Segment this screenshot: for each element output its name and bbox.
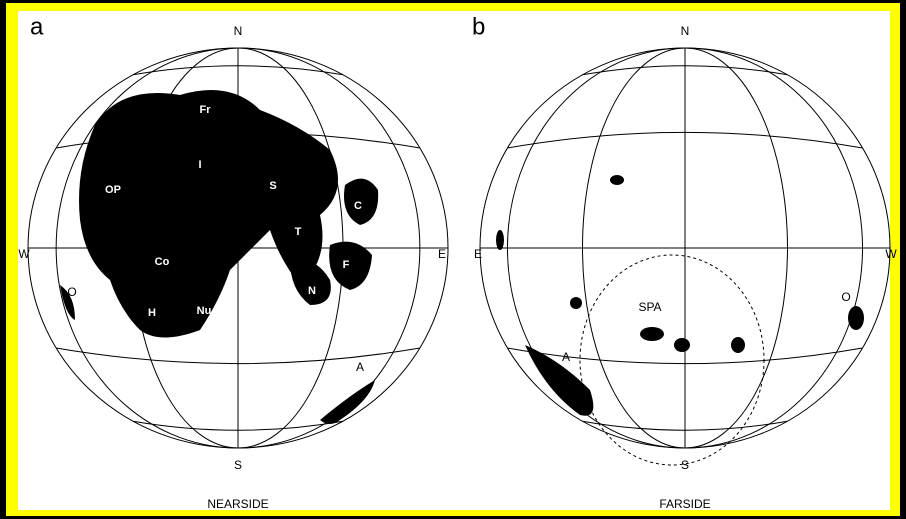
mare-blob	[329, 241, 372, 290]
region-label: A	[562, 350, 570, 364]
region-label: F	[343, 259, 350, 271]
region-label: Co	[155, 256, 170, 268]
compass-label: W	[885, 247, 897, 261]
mare-blob	[290, 259, 331, 305]
mare-blob	[250, 157, 301, 215]
compass-label: E	[438, 247, 446, 261]
mare-blob	[79, 90, 338, 338]
mare-blob	[320, 380, 375, 424]
panel-caption: FARSIDE	[659, 497, 710, 511]
parallel	[507, 131, 863, 149]
region-label: N	[308, 285, 316, 297]
region-label: Nu	[197, 305, 212, 317]
mare-blob	[848, 306, 864, 330]
mare-blob	[610, 175, 624, 185]
parallel	[582, 65, 788, 76]
region-label: C	[354, 200, 362, 212]
compass-label: E	[474, 247, 482, 261]
farside-maria	[496, 175, 864, 466]
panel-caption: NEARSIDE	[207, 497, 268, 511]
mare-blob	[570, 297, 582, 309]
meridian	[55, 47, 421, 449]
mare-blob	[640, 327, 664, 341]
region-label: OP	[105, 184, 121, 196]
parallel	[56, 347, 420, 365]
compass-label: N	[234, 24, 243, 38]
mare-blob	[674, 338, 690, 352]
region-label: SPA	[638, 300, 661, 314]
region-label: I	[198, 159, 201, 171]
region-label: O	[841, 290, 850, 304]
compass-label: W	[18, 247, 30, 261]
mare-blob	[496, 230, 504, 250]
region-label: A	[356, 360, 364, 374]
mare-blob	[60, 285, 75, 320]
compass-label: S	[681, 458, 689, 472]
region-label: T	[295, 226, 302, 238]
parallel	[132, 420, 344, 431]
compass-label: N	[681, 24, 690, 38]
parallel	[132, 65, 344, 76]
mare-blob	[525, 345, 594, 416]
spa-basin-outline	[579, 254, 765, 466]
meridian	[506, 47, 864, 449]
mare-blob	[140, 291, 188, 335]
nearside-maria	[60, 90, 379, 424]
parallel	[507, 347, 863, 365]
region-label: Fr	[200, 104, 212, 116]
parallel	[582, 420, 788, 431]
compass-label: S	[234, 458, 242, 472]
region-label: H	[148, 307, 156, 319]
panel-letter: a	[30, 13, 44, 40]
mare-blob	[344, 178, 379, 225]
mare-blob	[731, 337, 745, 353]
mare-blob	[157, 110, 243, 194]
panel-letter: b	[472, 13, 485, 40]
region-label: O	[67, 285, 76, 299]
region-label: S	[269, 180, 276, 192]
